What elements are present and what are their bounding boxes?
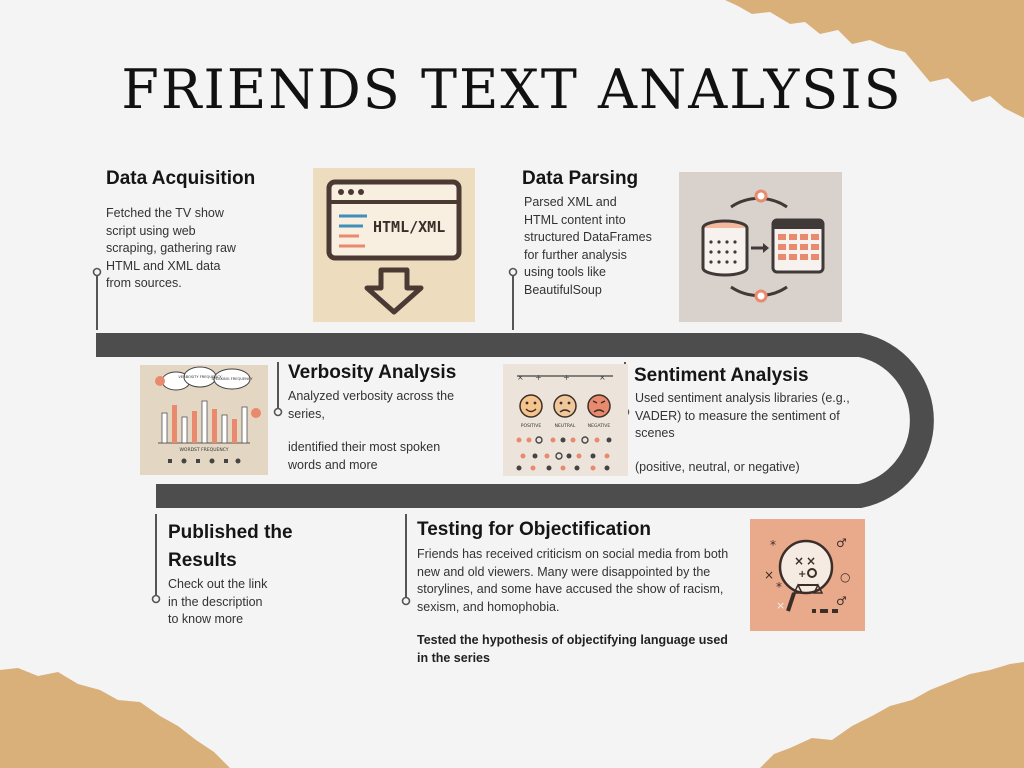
- sentiment-label-negative: NEGATIVE: [588, 423, 611, 429]
- svg-text:×: ×: [806, 554, 816, 568]
- timeline-marker-6: [401, 514, 411, 606]
- verbosity-label-1: VERBOSITY FREQUENCY: [178, 375, 222, 379]
- step-body-data-parsing: Parsed XML and HTML content into structu…: [524, 195, 652, 297]
- verbosity-illustration: VERBOSITY FREQUENCY SPEAKING FREQUENCY W…: [140, 365, 268, 475]
- svg-text:○: ○: [840, 570, 850, 584]
- svg-text:♂: ♂: [836, 536, 847, 550]
- sentiment-label-neutral: NEUTRAL: [555, 423, 576, 429]
- step-body-data-acquisition: Fetched the TV show script using web scr…: [106, 206, 236, 290]
- step-body-verbosity-analysis: Analyzed verbosity across the series, id…: [288, 388, 473, 474]
- verbosity-body-line-1: Analyzed verbosity across the series,: [288, 389, 455, 421]
- timeline-marker-5: [151, 514, 161, 604]
- verbosity-label-3: WORDST FREQUENCY: [179, 447, 228, 453]
- timeline-marker-2: [508, 267, 518, 330]
- sentiment-label-positive: POSITIVE: [521, 423, 542, 429]
- sentiment-body-line-1: Used sentiment analysis libraries (e.g.,…: [635, 391, 850, 440]
- svg-text:+: +: [563, 373, 570, 382]
- verbosity-body-line-2: identified their most spoken words and m…: [288, 440, 441, 472]
- step-body-sentiment-analysis: Used sentiment analysis libraries (e.g.,…: [635, 390, 860, 476]
- html-xml-label: HTML/XML: [373, 218, 445, 236]
- sentiment-body-line-2: (positive, neutral, or negative): [635, 459, 800, 474]
- dataframe-illustration: [679, 172, 842, 322]
- sentiment-illustration: × + + × POSITIVE NEUTRAL NEGATIVE: [503, 364, 628, 476]
- svg-text:×: ×: [764, 568, 774, 582]
- svg-text:*: *: [770, 538, 776, 552]
- svg-text:×: ×: [599, 373, 606, 382]
- objectification-hypothesis-note: Tested the hypothesis of objectifying la…: [417, 633, 728, 665]
- svg-text:*: *: [776, 580, 782, 594]
- svg-text:×: ×: [776, 599, 785, 612]
- step-body-objectification: Friends has received criticism on social…: [417, 547, 729, 614]
- published-heading-line-2: Results: [168, 550, 237, 571]
- svg-text:+: +: [535, 373, 542, 382]
- timeline-marker-3: [273, 362, 283, 417]
- verbosity-label-2: SPEAKING FREQUENCY: [211, 377, 253, 381]
- svg-text:×: ×: [794, 554, 804, 568]
- svg-text:×: ×: [517, 373, 524, 382]
- step-heading-objectification: Testing for Objectification: [417, 519, 651, 540]
- objectification-illustration: × × + * ♂ × ○ * ♂ ×: [750, 519, 865, 631]
- page-title: FRIENDS TEXT ANALYSIS: [121, 58, 903, 121]
- step-heading-published-results: Published the Results: [168, 519, 293, 575]
- step-heading-data-acquisition: Data Acquisition: [106, 168, 256, 189]
- step-heading-data-parsing: Data Parsing: [522, 168, 639, 189]
- svg-text:♂: ♂: [836, 594, 847, 608]
- step-body-published-results: Check out the link in the description to…: [168, 577, 268, 626]
- step-heading-sentiment-analysis: Sentiment Analysis: [634, 365, 809, 386]
- timeline-marker-1: [92, 267, 102, 330]
- step-heading-verbosity-analysis: Verbosity Analysis: [288, 362, 457, 383]
- html-xml-illustration: HTML/XML: [313, 168, 475, 322]
- svg-text:+: +: [798, 569, 806, 580]
- published-heading-line-1: Published the: [168, 522, 293, 543]
